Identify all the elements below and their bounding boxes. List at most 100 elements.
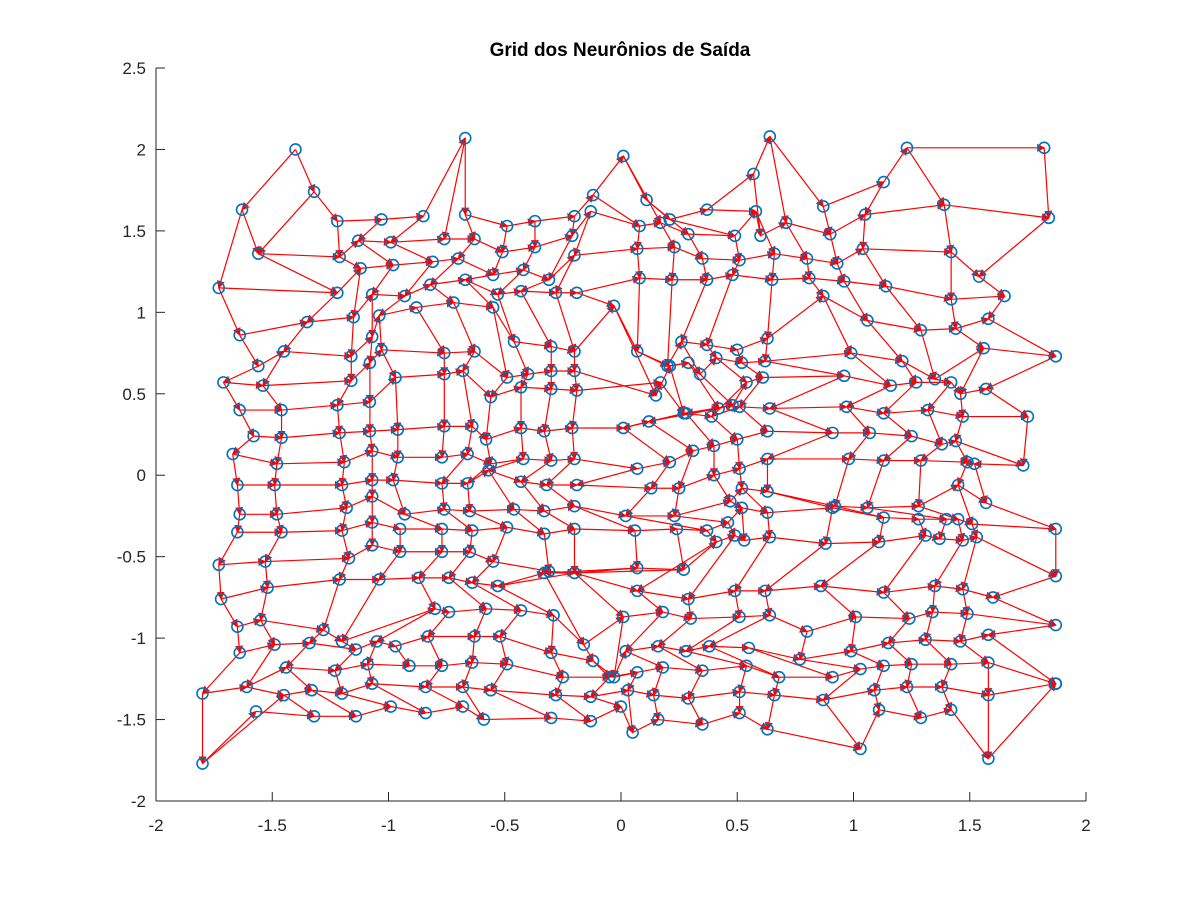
neuron-point — [861, 501, 874, 515]
column-connection — [962, 589, 971, 615]
neuron-point — [733, 706, 746, 720]
column-connection — [461, 662, 473, 688]
neuron-point — [879, 279, 893, 293]
column-connection — [959, 347, 985, 395]
neuron-point — [905, 657, 918, 671]
neuron-point — [1016, 459, 1030, 472]
row-connection — [692, 443, 715, 452]
column-connection — [482, 396, 492, 441]
row-connection — [583, 616, 625, 646]
neuron-point — [331, 286, 344, 300]
neuron-point — [961, 607, 974, 620]
row-connection — [422, 137, 466, 217]
neuron-point — [733, 610, 746, 624]
row-connection — [769, 536, 827, 547]
neuron-point — [393, 545, 407, 559]
column-connection — [955, 440, 968, 464]
column-connection — [940, 663, 952, 688]
neuron-point — [514, 475, 528, 489]
column-connection — [687, 362, 720, 410]
row-connection — [955, 440, 1025, 467]
neuron-point — [603, 670, 616, 684]
row-connection — [988, 661, 1057, 686]
column-connection — [465, 483, 474, 513]
y-tick-label: -0.5 — [117, 548, 146, 567]
neuron-point — [365, 538, 379, 552]
row-connection — [967, 613, 1057, 629]
column-connection — [873, 690, 882, 711]
neuron-point — [726, 268, 739, 282]
neuron-point — [331, 214, 344, 228]
neuron-point — [779, 216, 793, 230]
neuron-point — [556, 670, 570, 684]
neuron-point — [1049, 618, 1063, 632]
column-connection — [970, 523, 979, 539]
column-connection — [576, 292, 615, 308]
neuron-point — [935, 437, 949, 451]
column-connection — [590, 676, 610, 698]
column-connection — [883, 381, 917, 415]
row-connection — [341, 607, 436, 642]
neuron-point — [735, 356, 749, 370]
column-connection — [985, 502, 1057, 531]
neuron-point — [268, 638, 281, 651]
neuron-point — [231, 478, 244, 492]
neuron-point — [626, 726, 639, 739]
column-connection — [464, 279, 494, 309]
neuron-point — [816, 200, 830, 213]
column-connection — [904, 664, 913, 688]
column-connection — [622, 427, 671, 463]
row-connection — [265, 554, 350, 563]
neuron-point — [419, 706, 433, 720]
row-connection — [925, 533, 941, 542]
neuron-point — [977, 341, 991, 355]
neuron-point — [758, 354, 772, 368]
neuron-point — [705, 410, 718, 423]
neuron-point — [486, 268, 500, 282]
row-connection — [878, 709, 922, 721]
neuron-point — [528, 240, 542, 254]
neuron-point — [217, 376, 230, 389]
row-connection — [769, 614, 808, 633]
neuron-point — [568, 209, 581, 223]
column-connection — [573, 568, 684, 577]
column-connection — [708, 614, 771, 647]
row-connection — [276, 504, 348, 515]
column-connection — [734, 235, 743, 262]
column-connection — [468, 636, 477, 664]
column-connection — [611, 616, 624, 679]
row-connection — [469, 551, 495, 563]
neuron-point — [849, 610, 863, 624]
neuron-point — [800, 252, 814, 265]
column-connection — [462, 686, 485, 721]
column-connection — [992, 575, 1056, 599]
row-connection — [752, 135, 771, 175]
column-connection — [573, 211, 592, 257]
neuron-point — [803, 271, 816, 285]
row-connection — [867, 319, 922, 333]
column-connection — [350, 268, 362, 319]
row-connection — [258, 252, 341, 261]
row-connection — [576, 275, 641, 294]
neuron-point — [300, 315, 314, 329]
neuron-point — [568, 364, 581, 378]
column-connection — [973, 463, 988, 504]
neuron-point — [465, 524, 479, 537]
row-connection — [220, 585, 269, 600]
neuron-point — [721, 516, 735, 529]
column-connection — [685, 412, 715, 447]
column-connection — [652, 695, 661, 721]
neuron-point — [212, 558, 226, 572]
row-connection — [767, 728, 862, 752]
row-connection — [534, 213, 576, 222]
neuron-point — [761, 723, 774, 736]
neuron-point — [514, 604, 528, 617]
row-connection — [767, 428, 834, 437]
column-connection — [404, 261, 434, 297]
row-connection — [909, 610, 934, 620]
row-connection — [372, 450, 399, 460]
neuron-point — [919, 633, 932, 647]
row-connection — [592, 155, 624, 196]
row-connection — [702, 711, 741, 726]
